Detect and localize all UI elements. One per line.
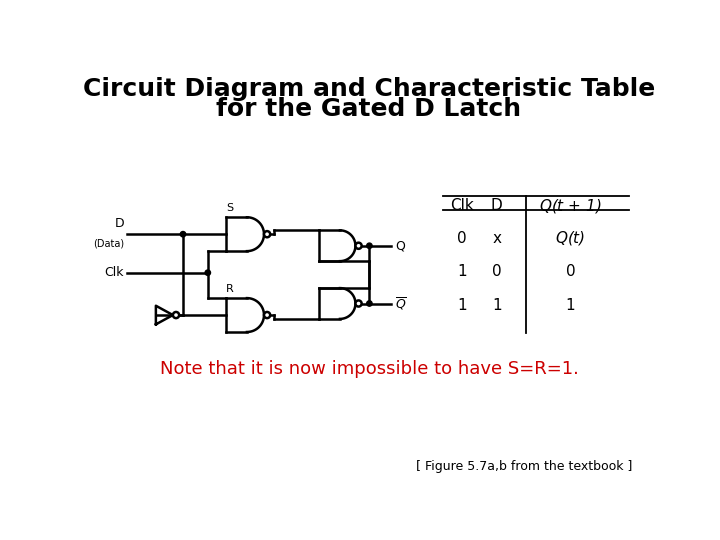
Circle shape [205,270,210,275]
Text: S: S [226,204,233,213]
Text: D: D [114,217,124,231]
Text: 0: 0 [457,231,467,246]
Circle shape [264,231,270,237]
Text: (Data): (Data) [93,238,124,248]
Circle shape [356,242,361,249]
Text: Clk: Clk [104,266,124,279]
Text: 1: 1 [492,298,502,313]
Circle shape [366,243,372,248]
Text: 0: 0 [492,264,502,279]
Text: Q: Q [395,239,405,252]
Circle shape [180,232,186,237]
Text: 1: 1 [566,298,575,313]
Text: 1: 1 [457,298,467,313]
Text: 0: 0 [566,264,575,279]
Circle shape [366,301,372,306]
Text: for the Gated D Latch: for the Gated D Latch [217,97,521,122]
Text: Q($t$ + 1): Q($t$ + 1) [539,197,602,215]
Text: R: R [225,284,233,294]
Text: Circuit Diagram and Characteristic Table: Circuit Diagram and Characteristic Table [83,77,655,102]
Text: 1: 1 [457,264,467,279]
Text: Q($t$): Q($t$) [555,229,585,247]
Text: Clk: Clk [450,198,474,213]
Text: D: D [491,198,503,213]
Text: [ Figure 5.7a,b from the textbook ]: [ Figure 5.7a,b from the textbook ] [416,460,632,473]
Text: $\overline{Q}$: $\overline{Q}$ [395,295,407,312]
Text: x: x [492,231,501,246]
Circle shape [356,300,361,307]
Text: Note that it is now impossible to have S=R=1.: Note that it is now impossible to have S… [160,360,578,378]
Circle shape [173,312,179,318]
Circle shape [264,312,270,318]
